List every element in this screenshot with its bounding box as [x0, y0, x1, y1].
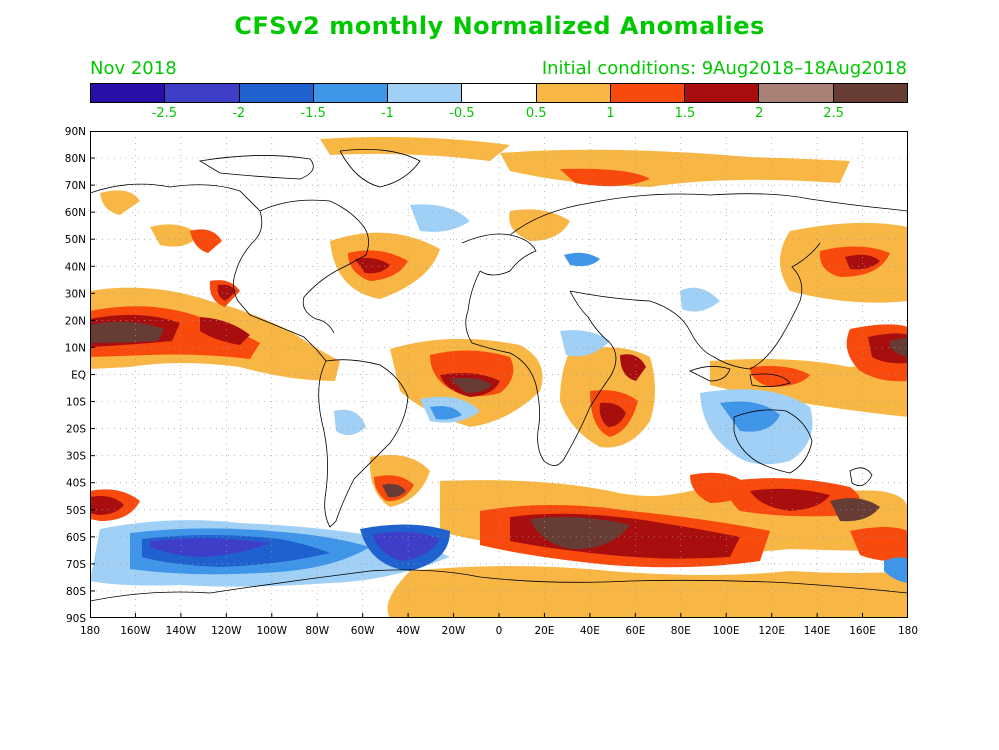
latitude-label: 40S: [66, 478, 86, 490]
longitude-label: 60E: [625, 625, 645, 637]
initial-conditions: Initial conditions: 9Aug2018–18Aug2018: [541, 58, 907, 79]
longitude-label: 180: [898, 625, 918, 637]
longitude-label: 20W: [442, 625, 466, 637]
latitude-label: 20S: [66, 424, 86, 436]
longitude-label: 20E: [534, 625, 554, 637]
longitude-label: 140E: [804, 625, 831, 637]
color-legend: [90, 83, 908, 103]
legend-swatch: [91, 84, 166, 102]
legend-label: 1: [606, 106, 615, 121]
forecast-month: Nov 2018: [90, 58, 177, 79]
longitude-label: 0: [496, 625, 503, 637]
legend-swatch: [833, 84, 907, 102]
legend-label: 0.5: [525, 106, 547, 121]
longitude-label: 80W: [305, 625, 329, 637]
latitude-label: 20N: [65, 315, 86, 327]
latitude-label: 30N: [65, 288, 86, 300]
longitude-label: 120W: [211, 625, 242, 637]
legend-swatch: [536, 84, 611, 102]
latitude-label: 10S: [66, 397, 86, 409]
legend-label: 2.5: [823, 106, 844, 121]
legend-swatch: [165, 84, 240, 102]
longitude-label: 40W: [396, 625, 420, 637]
latitude-label: 80S: [66, 586, 86, 598]
longitude-label: 80E: [671, 625, 691, 637]
longitude-label: 160E: [849, 625, 876, 637]
legend-swatch: [685, 84, 760, 102]
latitude-label: 70N: [65, 180, 86, 192]
legend-label: -2.5: [151, 106, 178, 121]
latitude-label: 50S: [66, 505, 86, 517]
legend-swatch: [313, 84, 389, 102]
legend-swatch: [388, 84, 463, 102]
longitude-label: 100W: [257, 625, 288, 637]
coastlines: [90, 148, 908, 602]
legend-label: -2: [232, 106, 246, 121]
latitude-label: 90N: [65, 126, 86, 138]
longitude-label: 100E: [713, 625, 740, 637]
latitude-label: EQ: [71, 370, 86, 382]
legend-label: -0.5: [449, 106, 475, 121]
longitude-label: 140W: [166, 625, 197, 637]
graticule: [90, 131, 908, 618]
latitude-label: 50N: [65, 234, 86, 246]
longitude-label: 160W: [120, 625, 151, 637]
page-title: CFSv2 monthly Normalized Anomalies: [234, 12, 765, 40]
legend-label: 1.5: [674, 106, 696, 121]
latitude-label: 10N: [65, 342, 86, 354]
latitude-label: 40N: [65, 261, 86, 273]
latitude-label: 90S: [66, 613, 86, 625]
latitude-label: 60N: [65, 207, 86, 219]
latitude-label: 70S: [66, 559, 86, 571]
latitude-label: 60S: [66, 532, 86, 544]
latitude-label: 30S: [66, 451, 86, 463]
longitude-label: 40E: [580, 625, 600, 637]
legend-swatch: [759, 84, 834, 102]
legend-label: -1: [380, 106, 394, 121]
anomaly-map: [90, 131, 908, 618]
longitude-label: 60W: [351, 625, 375, 637]
legend-swatch: [239, 84, 314, 102]
longitude-label: 120E: [758, 625, 785, 637]
latitude-label: 80N: [65, 153, 86, 165]
legend-label: -1.5: [300, 106, 326, 121]
legend-swatch: [610, 84, 686, 102]
legend-swatch: [462, 84, 537, 102]
longitude-label: 180: [80, 625, 100, 637]
legend-label: 2: [755, 106, 764, 121]
